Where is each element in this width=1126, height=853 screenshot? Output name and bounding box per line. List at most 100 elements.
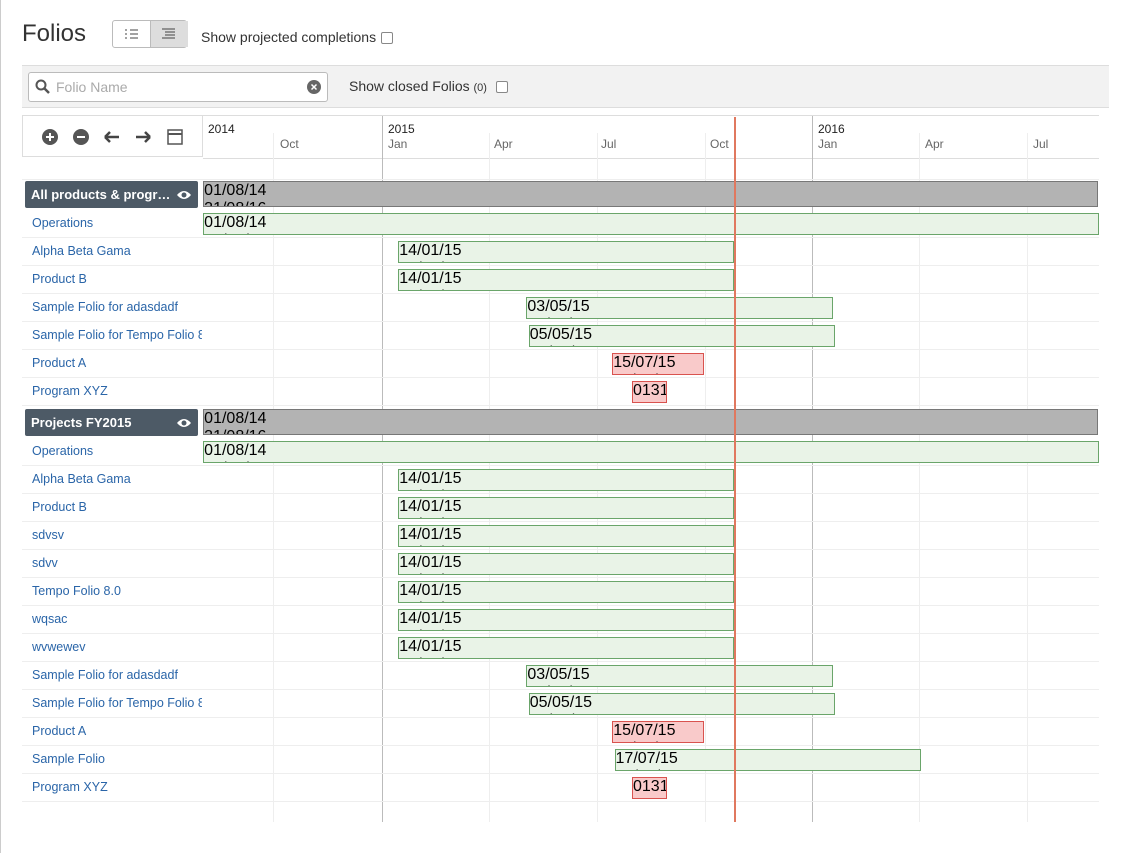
search-placeholder: Folio Name [56,79,128,95]
gantt-bar[interactable]: 03/05/1518/01/16 [526,665,833,687]
bar-start: 17/07/15 [615,750,678,767]
row-name[interactable]: sdvsv [32,528,64,542]
row-name[interactable]: Sample Folio for Tempo Folio 8. [32,696,202,710]
bar-label: 0131 [633,382,667,399]
closed-label: Show closed Folios (0) [349,78,487,94]
row-name[interactable]: Sample Folio for adasdadf [32,300,178,314]
gantt-bar[interactable]: 14/01/1526/10/15 [398,269,735,291]
row-name[interactable]: Tempo Folio 8.0 [32,584,121,598]
bar-end: 26/10/15 [399,572,733,574]
gantt-bar[interactable]: 14/01/1526/10/15 [398,553,735,575]
bar-end: 26/10/15 [399,488,733,490]
group-label[interactable]: All products & progr… [25,181,198,208]
tree-icon [162,28,175,39]
row-divider [22,265,1099,266]
row-name[interactable]: Program XYZ [32,384,108,398]
bar-end: 20/01/16 [530,344,835,346]
row-divider [22,745,1099,746]
row-divider [22,377,1099,378]
row-divider [22,321,1099,322]
bar-start: 14/01/15 [399,554,462,571]
gantt-bar[interactable]: 01/08/1431/08/16 [203,441,1099,463]
bar-end: 31/08/16 [204,200,1096,206]
row-divider [22,577,1099,578]
projected-checkbox[interactable] [381,32,393,44]
closed-label-text: Show closed Folios [349,78,470,94]
gantt-bar[interactable]: 15/07/1530/09/15 [612,721,704,743]
view-toggle[interactable] [112,20,188,48]
row-divider [22,179,1099,180]
row-divider [22,237,1099,238]
bar-start: 15/07/15 [613,722,676,739]
bar-label: 0131 [633,778,667,795]
bar-start: 14/01/15 [399,470,462,487]
search-input[interactable]: Folio Name [28,72,328,102]
gantt-bar[interactable]: 14/01/1526/10/15 [398,469,735,491]
bar-end: 31/08/16 [204,460,1097,462]
gantt-bar[interactable]: 14/01/1526/10/15 [398,241,735,263]
month-label: Apr [925,137,944,151]
bar-start: 14/01/15 [399,638,462,655]
gantt-bar[interactable]: 14/01/1526/10/15 [398,525,735,547]
row-name[interactable]: Alpha Beta Gama [32,472,131,486]
grid-line [1027,133,1028,822]
grid-line [382,116,383,822]
row-name[interactable]: Product B [32,272,87,286]
group-label[interactable]: Projects FY2015 [25,409,198,436]
row-divider [22,717,1099,718]
bar-end: 26/10/15 [399,656,733,658]
gantt-bar[interactable]: 01/08/1431/08/16 [203,213,1099,235]
row-name[interactable]: Operations [32,216,94,230]
gantt-bar[interactable]: 0131 [632,381,667,403]
month-label: Jan [388,137,408,151]
gantt-bar[interactable]: 03/05/1518/01/16 [526,297,833,319]
row-divider [22,349,1099,350]
clear-button[interactable] [307,80,321,94]
gantt-bar[interactable]: 15/07/1530/09/15 [612,353,704,375]
bar-start: 01/08/14 [204,214,267,231]
row-name[interactable]: Program XYZ [32,780,108,794]
gantt-bar[interactable]: 14/01/1526/10/15 [398,637,735,659]
closed-checkbox[interactable] [496,81,508,93]
group-bar: 01/08/1431/08/16 [203,409,1098,435]
row-name[interactable]: Alpha Beta Gama [32,244,131,258]
row-name[interactable]: wvwewev [32,640,86,654]
bar-start: 03/05/15 [527,666,590,683]
bar-start: 03/05/15 [527,298,590,315]
bar-start: 14/01/15 [399,498,462,515]
gantt-bar[interactable]: 14/01/1526/10/15 [398,581,735,603]
gantt-bar[interactable]: 14/01/1526/10/15 [398,609,735,631]
row-divider [22,521,1099,522]
projected-label: Show projected completions [201,29,377,45]
bar-start: 14/01/15 [399,270,462,287]
tree-view-button[interactable] [150,21,188,47]
row-divider [22,549,1099,550]
list-icon [125,29,138,39]
row-name[interactable]: Sample Folio [32,752,105,766]
bar-start: 14/01/15 [399,526,462,543]
gantt-bar[interactable]: 0131 [632,777,667,799]
row-name[interactable]: wqsac [32,612,68,626]
row-name[interactable]: Product A [32,724,87,738]
month-label: Jul [601,137,617,151]
row-name[interactable]: Sample Folio for Tempo Folio 8. [32,328,202,342]
bar-end: 30/09/15 [613,372,675,374]
row-name[interactable]: Product B [32,500,87,514]
page-title: Folios [22,20,87,47]
gantt-bar[interactable]: 17/07/1502/04/16 [614,749,922,771]
bar-end: 18/01/16 [527,684,832,686]
row-divider [22,773,1099,774]
eye-icon[interactable] [176,189,192,201]
row-name[interactable]: Product A [32,356,87,370]
eye-icon[interactable] [176,417,192,429]
gantt-bar[interactable]: 14/01/1526/10/15 [398,497,735,519]
row-name[interactable]: sdvv [32,556,58,570]
row-name[interactable]: Operations [32,444,94,458]
month-label: Oct [280,137,299,151]
row-name[interactable]: Sample Folio for adasdadf [32,668,178,682]
bar-end: 26/10/15 [399,600,733,602]
